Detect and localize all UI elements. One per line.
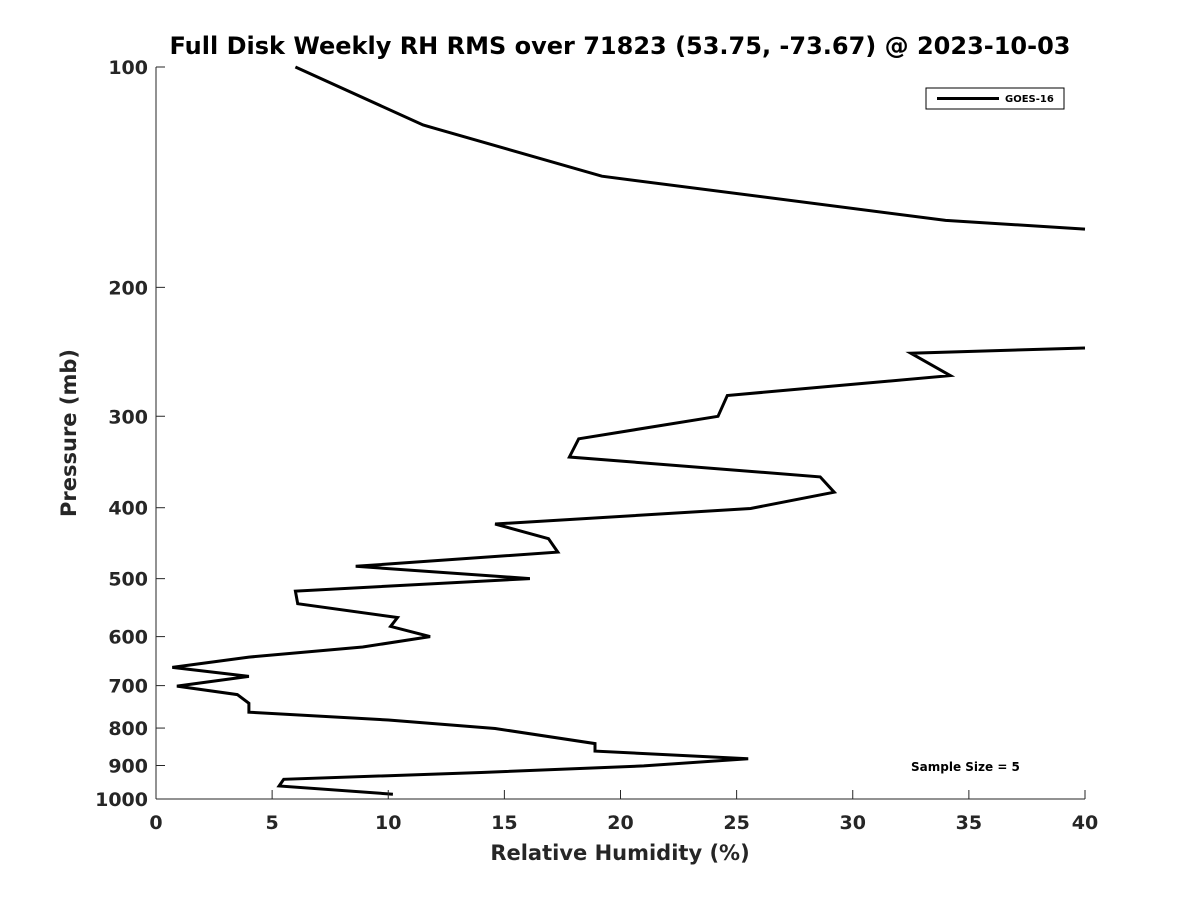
- x-tick-label-0: 0: [149, 812, 162, 834]
- y-tick-label-400: 400: [108, 498, 148, 520]
- series-layer: [172, 65, 1086, 796]
- y-tick-label-200: 200: [108, 277, 148, 299]
- y-axis-label: Pressure (mb): [57, 349, 81, 517]
- legend: GOES-16: [925, 87, 1065, 110]
- y-tick-label-500: 500: [108, 569, 148, 591]
- y-tick-label-900: 900: [108, 756, 148, 778]
- x-tick-label-35: 35: [956, 812, 982, 834]
- legend-label-goes-16: GOES-16: [1005, 94, 1054, 105]
- y-tick-label-100: 100: [108, 57, 148, 79]
- y-tick-label-700: 700: [108, 676, 148, 698]
- x-tick-label-15: 15: [491, 812, 517, 834]
- x-axis-label: Relative Humidity (%): [490, 841, 749, 865]
- y-tick-label-600: 600: [108, 627, 148, 649]
- y-tick-label-1000: 1000: [95, 789, 148, 811]
- x-tick-label-20: 20: [607, 812, 633, 834]
- y-tick-label-300: 300: [108, 406, 148, 428]
- x-ticks: 0 5 10 15 20 25 30 35 40: [149, 790, 1098, 834]
- x-tick-label-25: 25: [723, 812, 749, 834]
- y-tick-label-800: 800: [108, 718, 148, 740]
- y-ticks: 100 200 300 400 500 600 700 800 900 1000: [95, 57, 165, 811]
- series-line-goes-16-segment-2: [172, 346, 1086, 796]
- x-tick-label-10: 10: [375, 812, 401, 834]
- series-line-goes-16-segment-1: [294, 65, 1086, 231]
- chart-title: Full Disk Weekly RH RMS over 71823 (53.7…: [169, 32, 1070, 60]
- x-tick-label-40: 40: [1072, 812, 1098, 834]
- x-tick-label-5: 5: [266, 812, 279, 834]
- x-tick-label-30: 30: [840, 812, 866, 834]
- sample-size-annotation: Sample Size = 5: [911, 760, 1020, 774]
